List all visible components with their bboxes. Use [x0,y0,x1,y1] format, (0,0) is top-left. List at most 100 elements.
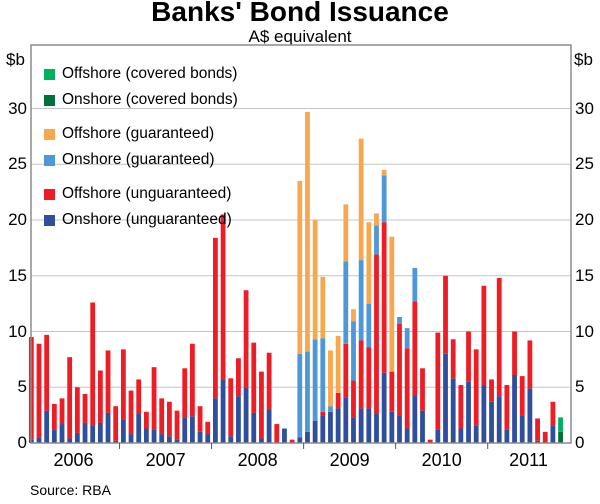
bar-segment-onshore_unguaranteed-2009-06 [343,397,349,443]
bar-segment-onshore_unguaranteed-2009-01 [305,431,310,443]
bar-segment-onshore_guaranteed-2009-04 [328,406,333,412]
bar-segment-onshore_unguaranteed-2009-12 [389,411,395,443]
bar-segment-offshore_unguaranteed-2008-02 [220,214,226,380]
bar-segment-onshore_guaranteed-2010-02 [404,328,410,349]
bar-segment-offshore_unguaranteed-2007-11 [197,406,203,432]
bar-segment-onshore_covered-2011-10 [558,431,563,443]
bar-segment-offshore_unguaranteed-2006-09 [90,302,96,426]
bar-segment-onshore_guaranteed-2009-03 [320,338,326,412]
bar-segment-onshore_unguaranteed-2011-01 [489,401,494,444]
bar-segment-offshore_unguaranteed-2011-06 [527,340,533,389]
bar-segment-onshore_guaranteed-2009-11 [381,175,387,223]
y-tick-label-0: 0 [17,433,27,452]
y-tick-label-20: 20 [575,210,594,229]
bar-segment-onshore_unguaranteed-2009-03 [320,415,326,444]
bar-segment-offshore_unguaranteed-2009-12 [389,371,395,412]
bar-segment-onshore_unguaranteed-2006-10 [97,422,103,443]
bar-segment-offshore_unguaranteed-2007-05 [151,367,157,430]
bar-segment-onshore_unguaranteed-2006-06 [67,438,73,443]
bar-segment-offshore_unguaranteed-2009-11 [381,222,387,373]
bar-segment-offshore_guaranteed-2009-10 [374,213,379,226]
source-note: Source: RBA [30,482,111,498]
bar-segment-onshore_unguaranteed-2007-07 [167,436,172,443]
bar-segment-offshore_unguaranteed-2006-02 [36,343,42,438]
bar-segment-offshore_unguaranteed-2009-05 [335,392,341,409]
bar-segment-offshore_unguaranteed-2007-04 [143,411,149,429]
bar-segment-offshore_unguaranteed-2010-03 [412,301,418,396]
bar-segment-offshore_guaranteed-2009-07 [351,309,356,322]
bar-segment-offshore_unguaranteed-2006-03 [44,334,50,411]
bar-segment-offshore_unguaranteed-2010-04 [420,368,425,411]
y-tick-label-25: 25 [8,154,27,174]
bar-segment-offshore_unguaranteed-2011-05 [519,376,525,416]
bar-segment-onshore_unguaranteed-2006-08 [82,422,88,443]
bar-segment-onshore_unguaranteed-2007-10 [190,416,195,443]
y-tick-label-15: 15 [575,265,594,285]
bar-segment-offshore_unguaranteed-2008-03 [228,378,234,437]
bar-segment-onshore_unguaranteed-2010-01 [397,415,402,444]
y-tick-label-30: 30 [8,98,27,118]
bar-segment-onshore_unguaranteed-2010-11 [473,425,479,443]
bar-segment-onshore_unguaranteed-2008-07 [259,438,264,443]
y-tick-label-5: 5 [575,377,585,397]
bar-segment-offshore_guaranteed-2009-09 [366,222,372,304]
legend-label-offshore_guaranteed: Offshore (guaranteed) [62,125,215,142]
bar-segment-onshore_unguaranteed-2007-06 [159,434,165,443]
legend-swatch-onshore_unguaranteed [44,214,55,226]
bar-segment-onshore_unguaranteed-2010-06 [435,429,441,443]
bar-segment-onshore_unguaranteed-2006-02 [36,437,42,444]
bar-segment-onshore_unguaranteed-2006-09 [90,425,96,443]
legend-label-offshore_unguaranteed: Offshore (unguaranteed) [62,185,232,202]
bar-segment-offshore_unguaranteed-2007-07 [167,401,172,437]
y-tick-label-30: 30 [575,98,594,118]
legend-item-offshore_covered: Offshore (covered bonds) [44,65,237,82]
bar-segment-offshore_unguaranteed-2006-12 [113,406,119,441]
bar-segment-onshore_guaranteed-2009-08 [358,260,364,341]
bar-segment-onshore_unguaranteed-2010-03 [412,395,418,444]
bar-segment-onshore_guaranteed-2009-06 [343,261,349,344]
plot-frame [30,44,572,444]
bar-segment-offshore_guaranteed-2009-04 [328,350,333,407]
bar-segment-offshore_unguaranteed-2009-08 [358,340,364,409]
bar-segment-offshore_unguaranteed-2007-03 [136,379,142,415]
bar-segment-onshore_unguaranteed-2007-04 [143,428,149,443]
bar-segment-offshore_unguaranteed-2007-10 [190,343,195,417]
bar-segment-offshore_unguaranteed-2006-06 [67,357,73,439]
bar-segment-offshore_guaranteed-2009-01 [305,111,310,352]
bar-segment-onshore_unguaranteed-2007-02 [128,434,134,443]
bar-segment-onshore_unguaranteed-2008-06 [251,412,257,443]
bar-segment-onshore_unguaranteed-2007-01 [120,419,126,443]
chart-subtitle: A$ equivalent [248,27,352,46]
bar-segment-onshore_unguaranteed-2008-08 [266,409,272,443]
bar-segment-onshore_unguaranteed-2010-08 [450,378,456,443]
x-year-label-2006: 2006 [53,450,94,470]
bar-segment-onshore_unguaranteed-2009-02 [312,420,318,443]
bar-segment-onshore_unguaranteed-2008-01 [213,398,218,443]
bar-segment-offshore_covered-2011-10 [558,417,563,432]
bar-segment-onshore_unguaranteed-2007-03 [136,414,142,443]
bar-segment-onshore_unguaranteed-2006-03 [44,410,50,444]
bar-segment-offshore_unguaranteed-2010-11 [473,349,479,426]
bar-segment-onshore_unguaranteed-2009-09 [366,408,372,444]
bar-segment-onshore_unguaranteed-2011-03 [504,429,510,443]
bar-segment-onshore_unguaranteed-2007-09 [182,417,188,443]
bar-segment-onshore_unguaranteed-2010-07 [443,353,448,443]
bar-segment-onshore_unguaranteed-2008-02 [220,379,226,443]
bar-segment-onshore_guaranteed-2009-09 [366,303,372,348]
bar-segment-offshore_unguaranteed-2011-01 [489,379,494,402]
bar-segment-offshore_guaranteed-2008-12 [297,180,303,354]
y-tick-label-10: 10 [8,321,27,341]
bar-segment-onshore_unguaranteed-2011-05 [519,415,525,444]
y-tick-label-0: 0 [575,433,585,452]
bar-segment-onshore_guaranteed-2009-02 [312,339,318,421]
y-tick-label-5: 5 [17,377,27,397]
bar-segment-onshore_unguaranteed-2008-12 [297,437,303,444]
bar-segment-onshore_unguaranteed-2006-07 [74,432,80,443]
y-tick-label-25: 25 [575,154,594,174]
y-tick-label-10: 10 [575,321,594,341]
bar-segment-offshore_unguaranteed-2008-04 [236,358,241,397]
bar-segment-offshore_unguaranteed-2008-11 [289,439,295,443]
bar-segment-onshore_guaranteed-2009-07 [351,321,356,381]
